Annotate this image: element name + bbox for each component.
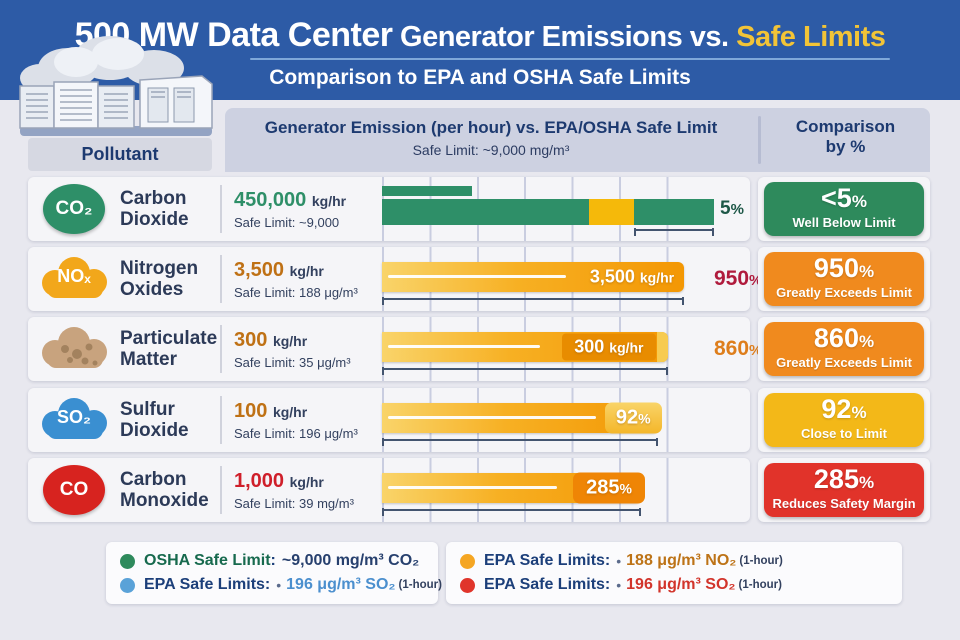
safe-limit-bar [382, 186, 472, 196]
badge-card: 950% Greatly Exceeds Limit [758, 247, 930, 311]
so2-icon: SO₂ [37, 394, 111, 446]
bar-chart-cell [382, 177, 714, 241]
legend-item-epa-so2-red: EPA Safe Limits: • 196 μg/m³ SO₂ (1-hour… [460, 573, 888, 597]
legend-item-epa-no2: EPA Safe Limits: • 188 μg/m³ NO₂ (1-hour… [460, 549, 888, 573]
bar-value-label: 92% [604, 402, 662, 434]
measure-bracket [634, 228, 714, 237]
bar-value-label: 3,500 kg/hr [589, 266, 675, 287]
comparison-badge: 860% Greatly Exceeds Limit [764, 322, 924, 376]
pollutant-name: Particulate Matter [120, 328, 218, 370]
pollutant-name: Carbon Monoxide [120, 469, 209, 511]
emission-value: 3,500 kg/hr Safe Limit: 188 μg/m³ [234, 259, 382, 300]
bar-chart-cell: 300 kg/hr [382, 317, 714, 381]
pollutant-column-header: Pollutant [28, 138, 212, 171]
pollutant-name: Nitrogen Oxides [120, 258, 199, 300]
badge-card: 860% Greatly Exceeds Limit [758, 317, 930, 381]
row-main-card: CO₂ Carbon Dioxide 450,000 kg/hr Safe Lim… [28, 177, 750, 241]
safe-limit-text: Safe Limit: 39 mg/m³ [234, 495, 354, 511]
chart-header-band: Generator Emission (per hour) vs. EPA/OS… [225, 108, 930, 172]
percent-label: 5% [720, 198, 744, 219]
chart-header-subtitle: Safe Limit: ~9,000 mg/m³ [412, 142, 570, 158]
particulate-matter-icon [37, 323, 111, 375]
row-main-card: NOₓ Nitrogen Oxides 3,500 kg/hr Safe Limi… [28, 247, 762, 311]
red-dot-icon [460, 577, 475, 593]
row-sulfur-dioxide: SO₂ Sulfur Dioxide 100 kg/hr Safe Limit: … [0, 388, 960, 452]
divider [220, 185, 222, 233]
safe-limit-text: Safe Limit: 35 μg/m³ [234, 354, 351, 370]
legend-item-epa-so2-blue: EPA Safe Limits: • 196 μg/m³ SO₂ (1-hour… [120, 573, 442, 597]
bar-yellow-segment [588, 199, 634, 225]
bar-highlight [388, 416, 596, 419]
measure-bracket [382, 297, 685, 306]
chart-header-title: Generator Emission (per hour) vs. EPA/OS… [264, 118, 718, 137]
badge-card: 92% Close to Limit [758, 388, 930, 452]
bar-chart-cell: 92% [382, 388, 714, 452]
data-center-illustration [6, 34, 224, 142]
green-dot-icon [120, 553, 135, 569]
chart-column-header: Generator Emission (per hour) vs. EPA/OS… [225, 108, 757, 172]
emission-value: 1,000 kg/hr Safe Limit: 39 mg/m³ [234, 470, 382, 511]
emission-bar: 285% [382, 472, 645, 504]
safe-limit-text: Safe Limit: ~9,000 [234, 214, 340, 230]
row-nitrogen-oxides: NOₓ Nitrogen Oxides 3,500 kg/hr Safe Limi… [0, 247, 960, 311]
comparison-badge: <5% Well Below Limit [764, 182, 924, 236]
bar-chart-cell: 3,500 kg/hr [382, 247, 714, 311]
bar-highlight [388, 486, 557, 489]
emission-bar: 300 kg/hr [382, 332, 668, 362]
pollutant-name: Carbon Dioxide [120, 188, 189, 230]
comparison-badge: 285% Reduces Safety Margin [764, 463, 924, 517]
emission-bar: 92% [382, 402, 662, 434]
title-underline [250, 58, 890, 60]
row-carbon-monoxide: CO Carbon Monoxide 1,000 kg/hr Safe Limit… [0, 458, 960, 522]
measure-bracket [382, 508, 641, 517]
comparison-badge: 950% Greatly Exceeds Limit [764, 252, 924, 306]
measure-bracket [382, 438, 658, 447]
co2-icon: CO₂ [43, 184, 105, 234]
bar-highlight [388, 345, 540, 348]
row-main-card: SO₂ Sulfur Dioxide 100 kg/hr Safe Limit: … [28, 388, 750, 452]
row-carbon-dioxide: CO₂ Carbon Dioxide 450,000 kg/hr Safe Lim… [0, 177, 960, 241]
measure-bracket [382, 367, 668, 376]
emission-bar: 3,500 kg/hr [382, 262, 685, 292]
emission-value: 300 kg/hr Safe Limit: 35 μg/m³ [234, 329, 382, 370]
divider [220, 255, 222, 303]
page-title: 500 MW Data Center Generator Emissions v… [0, 16, 960, 55]
safe-limit-text: Safe Limit: 196 μg/m³ [234, 425, 358, 441]
comparison-badge: 92% Close to Limit [764, 393, 924, 447]
header-divider [758, 116, 761, 164]
divider [220, 396, 222, 444]
legend-item-osha: OSHA Safe Limit: ~9,000 mg/m³ CO₂ [120, 549, 424, 573]
emission-value: 450,000 kg/hr Safe Limit: ~9,000 [234, 189, 382, 230]
data-center-icon [19, 36, 213, 136]
badge-card: 285% Reduces Safety Margin [758, 458, 930, 522]
percent-label: 950% [714, 267, 763, 290]
orange-dot-icon [460, 553, 475, 569]
nox-icon: NOₓ [37, 253, 111, 305]
emission-value: 100 kg/hr Safe Limit: 196 μg/m³ [234, 400, 382, 441]
emission-bar [382, 199, 714, 225]
pollutant-name: Sulfur Dioxide [120, 399, 189, 441]
blue-dot-icon [120, 577, 135, 593]
page-subtitle: Comparison to EPA and OSHA Safe Limits [269, 66, 691, 89]
row-main-card: Particulate Matter 300 kg/hr Safe Limit: … [28, 317, 762, 381]
legend-right-panel: EPA Safe Limits: • 188 μg/m³ NO₂ (1-hour… [446, 542, 902, 604]
bar-chart-cell: 285% [382, 458, 714, 522]
row-particulate-matter: Particulate Matter 300 kg/hr Safe Limit: … [0, 317, 960, 381]
divider [220, 466, 222, 514]
percent-label: 860% [714, 337, 763, 360]
safe-limit-text: Safe Limit: 188 μg/m³ [234, 284, 358, 300]
legend-left-panel: OSHA Safe Limit: ~9,000 mg/m³ CO₂ EPA Sa… [106, 542, 442, 604]
co-icon: CO [43, 465, 105, 515]
bar-value-label: 285% [573, 472, 645, 504]
comparison-column-header: Comparison by % [795, 117, 896, 156]
title-accent: Safe Limits [736, 21, 886, 53]
bar-highlight [388, 275, 567, 278]
divider [220, 325, 222, 373]
title-rest: Generator Emissions vs. [392, 21, 737, 53]
bar-value-label: 300 kg/hr [562, 333, 656, 361]
badge-card: <5% Well Below Limit [758, 177, 930, 241]
row-main-card: CO Carbon Monoxide 1,000 kg/hr Safe Limit… [28, 458, 750, 522]
